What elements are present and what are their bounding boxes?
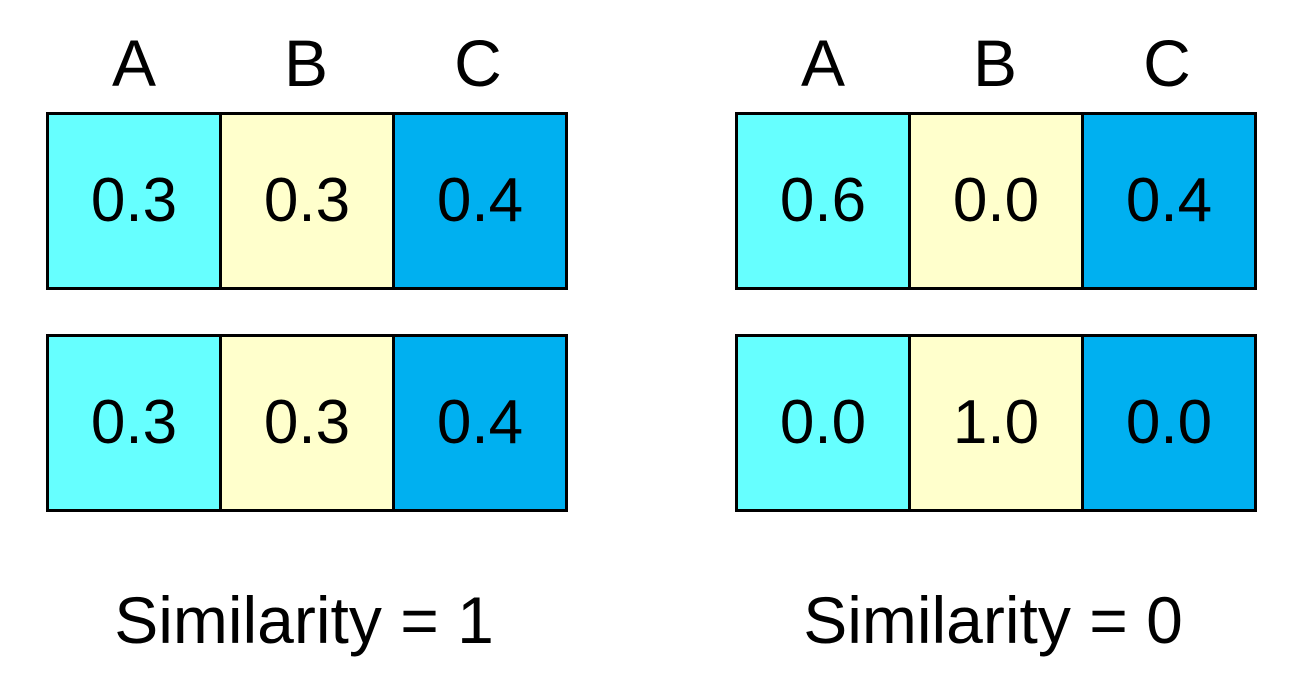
cell-c: 0.4: [392, 337, 565, 509]
column-headers: A B C: [48, 28, 564, 98]
cell-c: 0.4: [1081, 115, 1254, 287]
column-header-c: C: [454, 26, 502, 100]
column-header-b: B: [972, 26, 1018, 100]
column-header-a: A: [800, 26, 846, 100]
cell-c: 0.0: [1081, 337, 1254, 509]
panel-right: A B C 0.6 0.0 0.4 0.0 1.0 0.0 Similarity…: [735, 0, 1257, 688]
column-headers: A B C: [737, 28, 1253, 98]
similarity-caption: Similarity = 0: [803, 583, 1183, 657]
similarity-caption: Similarity = 1: [114, 583, 494, 657]
cell-a: 0.3: [49, 337, 219, 509]
distribution-row-2: 0.3 0.3 0.4: [46, 334, 568, 512]
distribution-row-1: 0.3 0.3 0.4: [46, 112, 568, 290]
column-header-a: A: [111, 26, 157, 100]
cell-a: 0.0: [738, 337, 908, 509]
cell-c: 0.4: [392, 115, 565, 287]
column-header-b: B: [283, 26, 329, 100]
panel-left: A B C 0.3 0.3 0.4 0.3 0.3 0.4 Similarity…: [46, 0, 568, 688]
cell-a: 0.3: [49, 115, 219, 287]
cell-b: 0.0: [908, 115, 1081, 287]
distribution-row-1: 0.6 0.0 0.4: [735, 112, 1257, 290]
cell-b: 0.3: [219, 115, 392, 287]
cell-b: 0.3: [219, 337, 392, 509]
column-header-c: C: [1143, 26, 1191, 100]
cell-b: 1.0: [908, 337, 1081, 509]
cell-a: 0.6: [738, 115, 908, 287]
distribution-row-2: 0.0 1.0 0.0: [735, 334, 1257, 512]
